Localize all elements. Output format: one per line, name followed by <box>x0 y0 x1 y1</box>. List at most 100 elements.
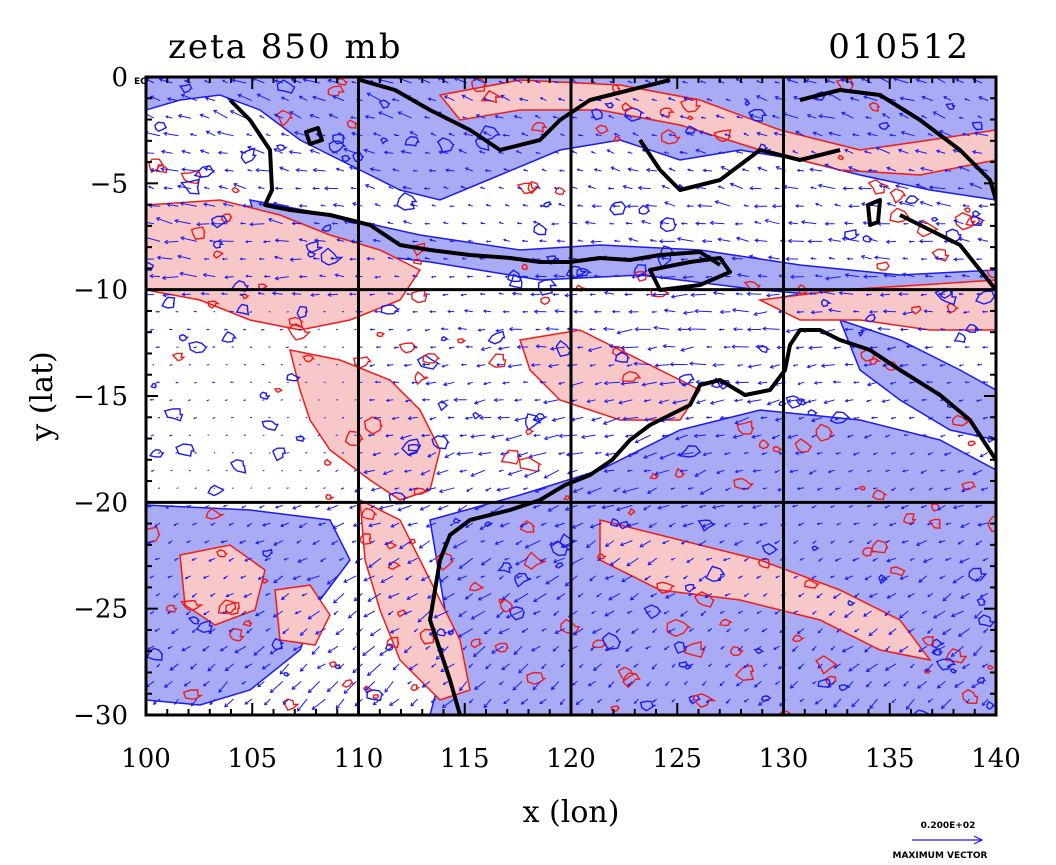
wind-vector <box>368 522 381 528</box>
wind-vector <box>240 575 247 579</box>
wind-vector <box>622 416 639 421</box>
wind-vector <box>717 575 725 581</box>
wind-vector <box>523 168 529 172</box>
wind-vector <box>829 575 835 579</box>
wind-vector <box>743 592 750 597</box>
wind-vector <box>741 168 749 172</box>
contour-squiggle <box>542 201 553 208</box>
wind-vector <box>369 293 375 296</box>
plot-area <box>146 77 996 715</box>
wind-vector <box>590 645 596 651</box>
wind-vector <box>554 628 566 634</box>
wind-vector <box>479 292 486 296</box>
contour-squiggle <box>171 352 186 362</box>
wind-vector <box>981 663 989 668</box>
wind-vector <box>576 346 584 349</box>
wind-vector <box>886 202 897 207</box>
wind-vector <box>175 381 179 384</box>
wind-vector <box>475 114 486 119</box>
wind-vector <box>796 310 805 314</box>
wind-vector <box>388 186 394 190</box>
wind-vector <box>535 575 541 579</box>
contour-squiggle <box>976 676 987 684</box>
wind-vector <box>817 663 823 669</box>
contour-squiggle <box>344 430 364 447</box>
wind-vector <box>494 114 504 119</box>
wind-vector <box>650 592 658 598</box>
wind-vector <box>612 204 621 208</box>
wind-vector <box>589 293 596 296</box>
wind-vector <box>513 645 523 656</box>
equator-label: EQ <box>134 77 148 87</box>
wind-vector <box>565 452 584 457</box>
contour-squiggle <box>555 339 573 358</box>
contour-squiggle <box>207 484 225 497</box>
wind-vector <box>468 663 474 668</box>
wind-vector <box>257 186 265 190</box>
wind-vector <box>267 487 271 489</box>
wind-vector <box>597 557 602 561</box>
wind-vector <box>872 522 878 526</box>
wind-vector <box>758 698 768 706</box>
contour-squiggle <box>744 100 751 107</box>
wind-vector <box>604 645 615 652</box>
wind-vector <box>593 310 602 314</box>
wind-vector <box>921 95 933 102</box>
wind-vector <box>885 540 891 543</box>
wind-vector <box>466 381 473 385</box>
wind-vector <box>349 504 357 509</box>
wind-vector <box>939 364 946 367</box>
wind-vector <box>364 183 375 190</box>
wind-vector <box>372 238 381 243</box>
wind-vector <box>917 327 927 332</box>
contour-squiggle <box>396 192 418 211</box>
wind-vector <box>927 416 933 420</box>
wind-vector <box>169 364 173 366</box>
contour-squiggle <box>413 487 428 495</box>
wind-vector <box>848 504 854 508</box>
wind-vector <box>163 239 179 245</box>
contour-squiggle <box>272 447 287 462</box>
coast-australia-north <box>428 328 996 715</box>
contour-squiggle <box>987 664 994 670</box>
wind-vector <box>385 398 394 402</box>
wind-vector <box>290 77 302 84</box>
wind-vector <box>914 149 927 154</box>
wind-vector <box>148 185 155 190</box>
wind-vector <box>259 504 265 509</box>
wind-vector <box>884 610 891 617</box>
wind-vector <box>299 628 308 636</box>
wind-vector <box>483 698 492 709</box>
wind-vector <box>868 628 878 637</box>
wind-vector <box>722 557 731 562</box>
contour-squiggle <box>146 526 161 545</box>
contour-squiggle <box>656 581 675 594</box>
wind-vector <box>193 310 197 313</box>
wind-vector <box>664 201 676 207</box>
contour-squiggle <box>533 222 548 236</box>
wind-vector <box>899 96 915 102</box>
wind-vector <box>724 275 731 278</box>
wind-vector <box>314 504 320 508</box>
wind-vector <box>545 326 559 332</box>
contour-squiggle <box>838 684 850 692</box>
wind-vector <box>669 362 688 367</box>
wind-vector <box>249 416 253 419</box>
contour-squiggle <box>508 606 525 621</box>
wind-vector <box>593 274 602 278</box>
wind-vector <box>961 273 970 278</box>
contour-squiggle <box>837 154 845 161</box>
wind-vector <box>667 97 676 102</box>
wind-vector <box>711 504 725 510</box>
wind-vector <box>158 77 173 84</box>
wind-vector <box>898 645 909 653</box>
wind-vector <box>789 681 799 689</box>
wind-vector <box>224 399 228 401</box>
wind-vector <box>392 380 400 384</box>
wind-vector <box>953 219 964 225</box>
wind-vector <box>351 540 357 543</box>
wind-vector <box>811 645 817 651</box>
wind-vector <box>304 381 308 383</box>
pos-region-southeast <box>599 519 932 662</box>
